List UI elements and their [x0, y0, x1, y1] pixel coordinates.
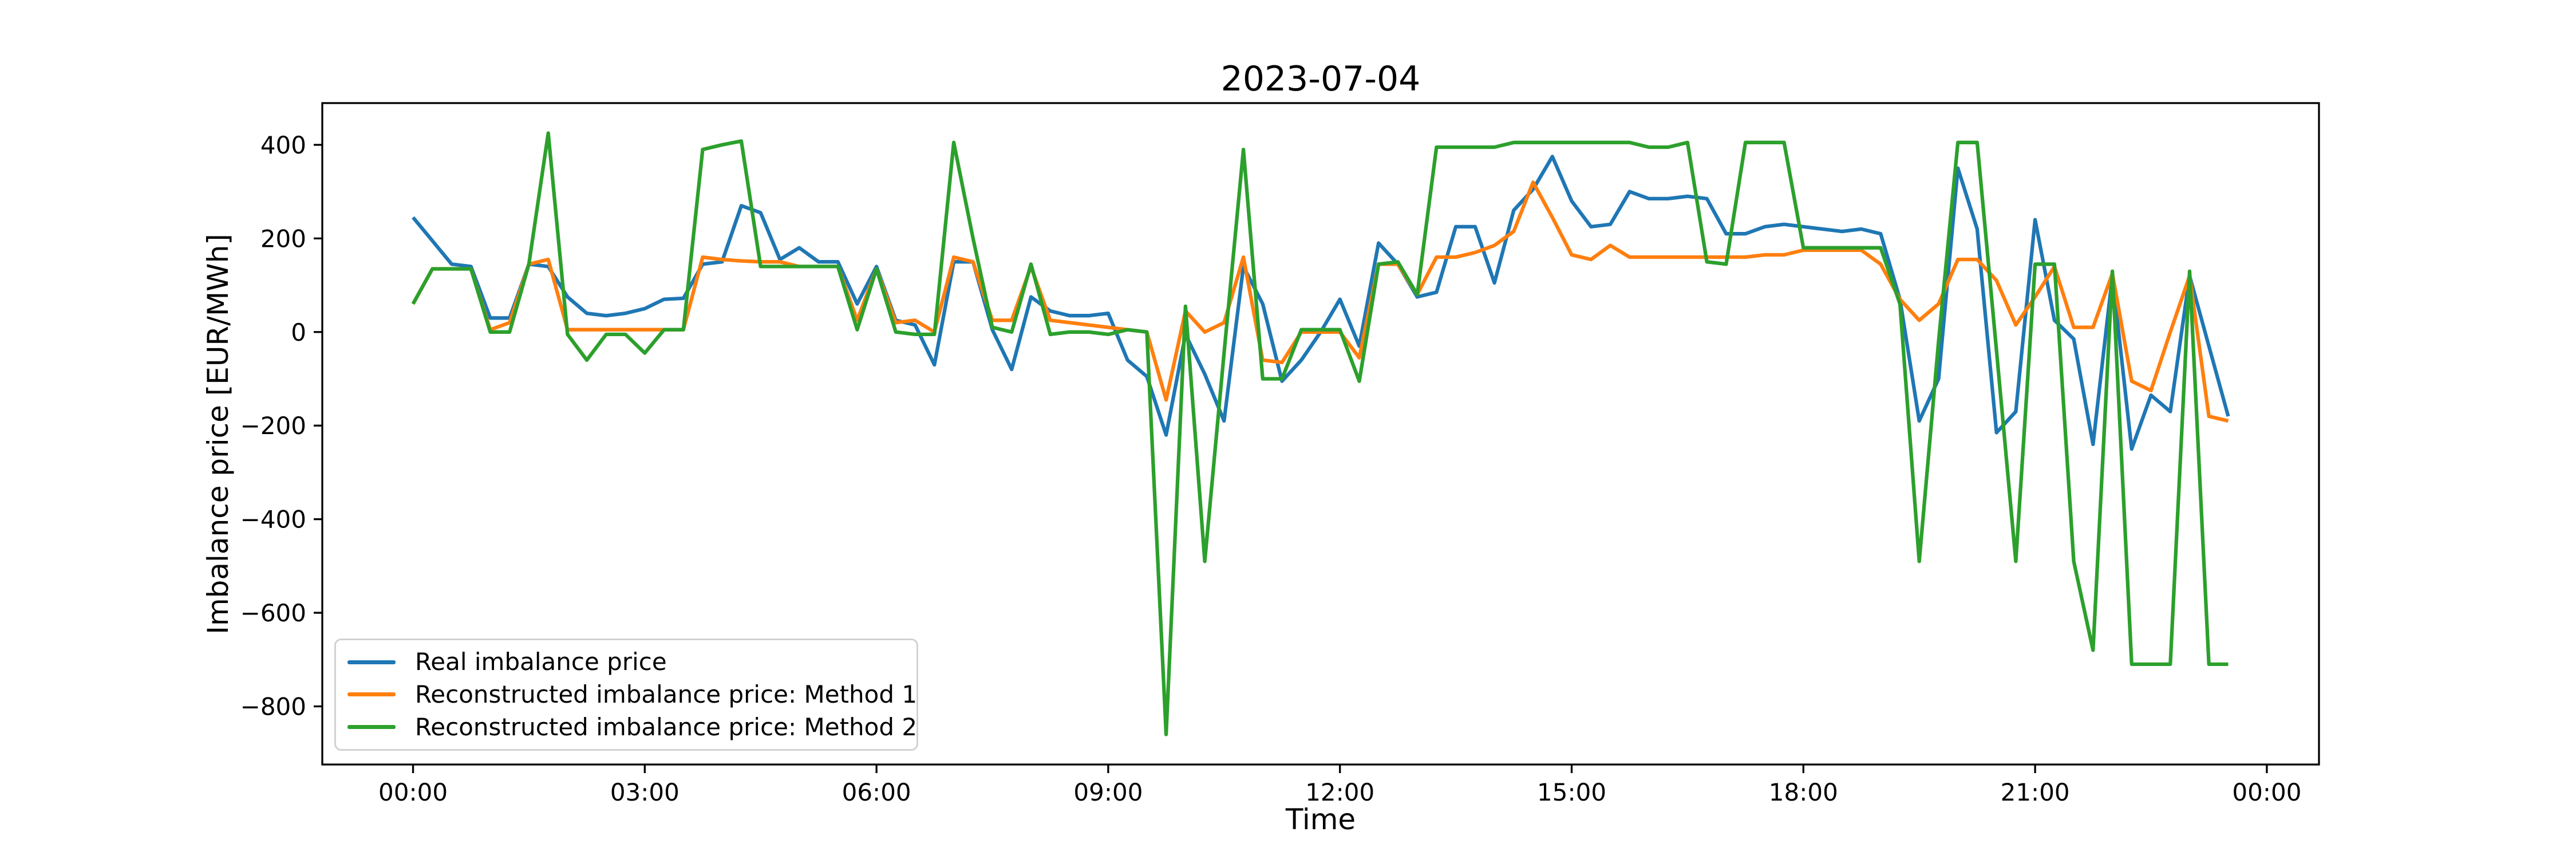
x-axis-ticks: 00:00 03:00 06:00 09:00 12:00 15:00 18:00 21:00… — [378, 765, 2301, 806]
axes-frame — [321, 102, 2320, 766]
x-tick-label: 06:00 — [842, 778, 911, 806]
y-tick-label: 400 — [260, 131, 306, 159]
legend: Real imbalance price Reconstructed imbal… — [334, 639, 918, 751]
legend-label: Real imbalance price — [415, 648, 667, 676]
chart-title: 2023-07-04 — [1221, 59, 1421, 99]
y-tick-label: −800 — [240, 692, 306, 720]
x-tick-label: 09:00 — [1073, 778, 1143, 806]
y-tick-label: −400 — [240, 506, 306, 534]
legend-label: Reconstructed imbalance price: Method 2 — [415, 712, 918, 741]
y-axis-ticks: 400 200 0 −200 −400 −600 −800 — [240, 131, 322, 720]
x-tick-label: 12:00 — [1305, 778, 1374, 806]
series-lines — [411, 131, 2230, 736]
legend-line-sample-orange — [347, 692, 396, 697]
x-axis-label: Time — [1285, 803, 1356, 836]
legend-item-real-imbalance-price: Real imbalance price — [347, 649, 903, 675]
line-reconstructed-imbalance-price-method-1 — [411, 180, 2229, 423]
legend-line-sample-green — [347, 725, 396, 730]
x-tick-label: 18:00 — [1769, 778, 1838, 806]
x-tick-label: 15:00 — [1537, 778, 1606, 806]
y-tick-label: −200 — [240, 412, 306, 440]
legend-line-sample-blue — [347, 660, 396, 664]
x-tick-label: 03:00 — [610, 778, 679, 806]
y-tick-label: −600 — [240, 599, 306, 627]
legend-label: Reconstructed imbalance price: Method 1 — [415, 680, 918, 708]
line-reconstructed-imbalance-price-method-2 — [411, 131, 2229, 736]
legend-item-reconstructed-method-2: Reconstructed imbalance price: Method 2 — [347, 714, 917, 740]
y-axis-label: Imbalance price [EUR/MWh] — [202, 234, 235, 635]
x-tick-label: 21:00 — [2001, 778, 2070, 806]
x-tick-label: 00:00 — [2232, 778, 2301, 806]
x-tick-label: 00:00 — [378, 778, 448, 806]
legend-item-reconstructed-method-1: Reconstructed imbalance price: Method 1 — [347, 681, 917, 708]
y-tick-label: 200 — [260, 224, 306, 253]
y-tick-label: 0 — [291, 318, 306, 346]
